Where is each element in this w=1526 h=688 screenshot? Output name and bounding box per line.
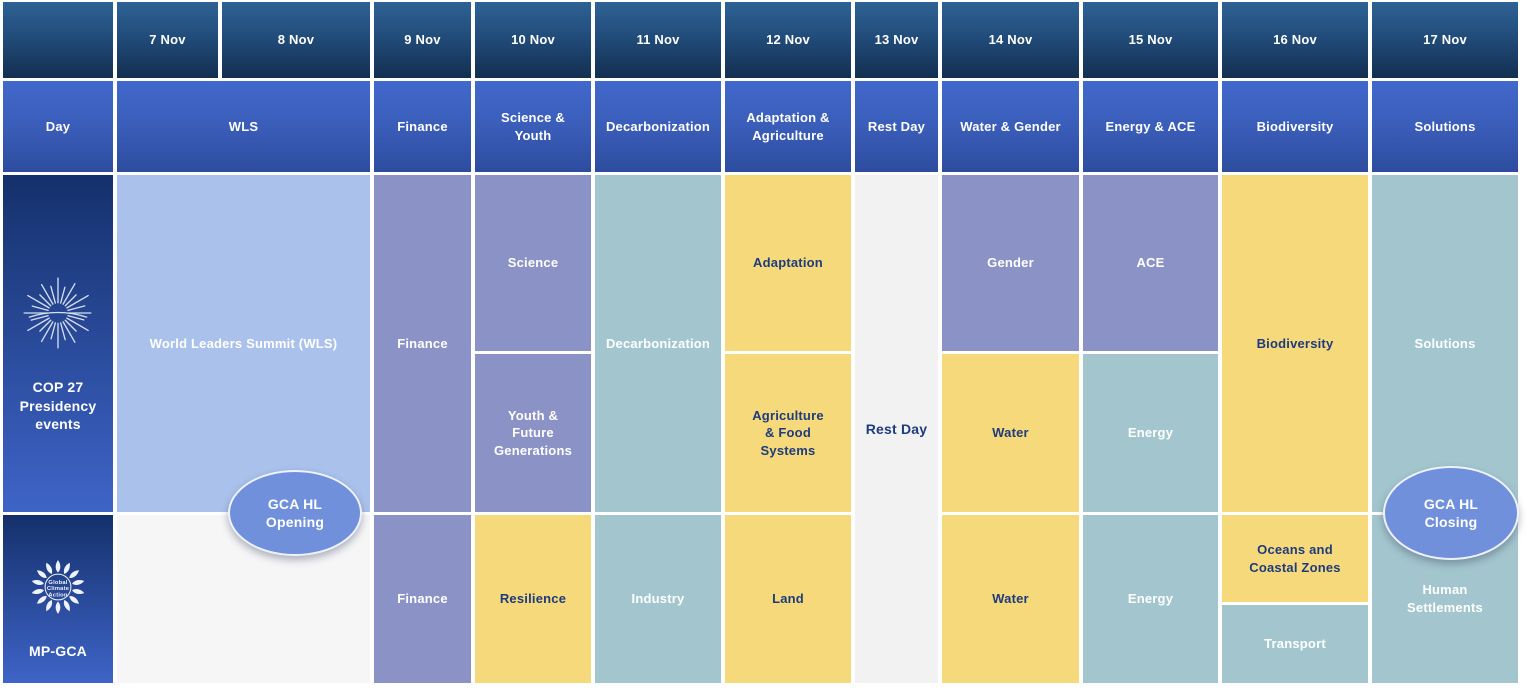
date-header-15-nov: 15 Nov: [1083, 2, 1218, 78]
date-header-16-nov: 16 Nov: [1222, 2, 1368, 78]
cell-youth-future-generations: Youth & Future Generations: [475, 354, 591, 512]
row-label-mpgca-text: MP-GCA: [29, 643, 87, 660]
cell-energy-presidency: Energy: [1083, 354, 1218, 512]
day-theme-energy-ace: Energy & ACE: [1083, 81, 1218, 172]
date-header-7-nov: 7 Nov: [117, 2, 218, 78]
row-label-mpgca: Global Climate Action MP-GCA: [3, 515, 113, 683]
gca-hl-opening-badge: GCA HL Opening: [228, 470, 362, 556]
day-theme-adaptation-agriculture: Adaptation & Agriculture: [725, 81, 851, 172]
date-header-9-nov: 9 Nov: [374, 2, 471, 78]
cell-finance-presidency: Finance: [374, 175, 471, 512]
date-header-14-nov: 14 Nov: [942, 2, 1079, 78]
cell-adaptation: Adaptation: [725, 175, 851, 351]
svg-text:Climate: Climate: [47, 586, 70, 592]
cell-water-gca: Water: [942, 515, 1079, 683]
cop27-sunburst-icon: [17, 254, 99, 372]
svg-text:Global: Global: [48, 580, 67, 586]
date-header-10-nov: 10 Nov: [475, 2, 591, 78]
cell-gender: Gender: [942, 175, 1079, 351]
cell-oceans-coastal-zones: Oceans and Coastal Zones: [1222, 515, 1368, 602]
date-header-13-nov: 13 Nov: [855, 2, 938, 78]
day-row-label: Day: [3, 81, 113, 172]
cell-land: Land: [725, 515, 851, 683]
cell-resilience: Resilience: [475, 515, 591, 683]
cell-science: Science: [475, 175, 591, 351]
day-theme-wls: WLS: [117, 81, 370, 172]
day-theme-solutions: Solutions: [1372, 81, 1518, 172]
cell-energy-gca: Energy: [1083, 515, 1218, 683]
cell-rest-day: Rest Day: [855, 175, 938, 683]
day-theme-finance: Finance: [374, 81, 471, 172]
date-header-12-nov: 12 Nov: [725, 2, 851, 78]
svg-text:Action: Action: [48, 592, 67, 598]
day-theme-science-youth: Science & Youth: [475, 81, 591, 172]
day-theme-decarbonization: Decarbonization: [595, 81, 721, 172]
cell-agriculture-food-systems: Agriculture & Food Systems: [725, 354, 851, 512]
gca-hl-closing-badge: GCA HL Closing: [1383, 466, 1519, 560]
cell-industry: Industry: [595, 515, 721, 683]
day-theme-water-gender: Water & Gender: [942, 81, 1079, 172]
date-header-8-nov: 8 Nov: [222, 2, 370, 78]
row-label-presidency: COP 27 Presidency events: [3, 175, 113, 512]
date-header-11-nov: 11 Nov: [595, 2, 721, 78]
cell-water-presidency: Water: [942, 354, 1079, 512]
date-header-17-nov: 17 Nov: [1372, 2, 1518, 78]
cell-solutions: Solutions: [1372, 175, 1518, 512]
header-corner-cell: [3, 2, 113, 78]
cell-ace: ACE: [1083, 175, 1218, 351]
row-label-presidency-text: COP 27 Presidency events: [19, 379, 97, 432]
cell-decarbonization: Decarbonization: [595, 175, 721, 512]
cell-transport: Transport: [1222, 605, 1368, 683]
global-climate-action-badge-icon: Global Climate Action: [27, 538, 89, 636]
day-theme-biodiversity: Biodiversity: [1222, 81, 1368, 172]
cell-world-leaders-summit: World Leaders Summit (WLS): [117, 175, 370, 512]
cell-finance-gca: Finance: [374, 515, 471, 683]
cell-biodiversity: Biodiversity: [1222, 175, 1368, 512]
day-theme-rest-day: Rest Day: [855, 81, 938, 172]
